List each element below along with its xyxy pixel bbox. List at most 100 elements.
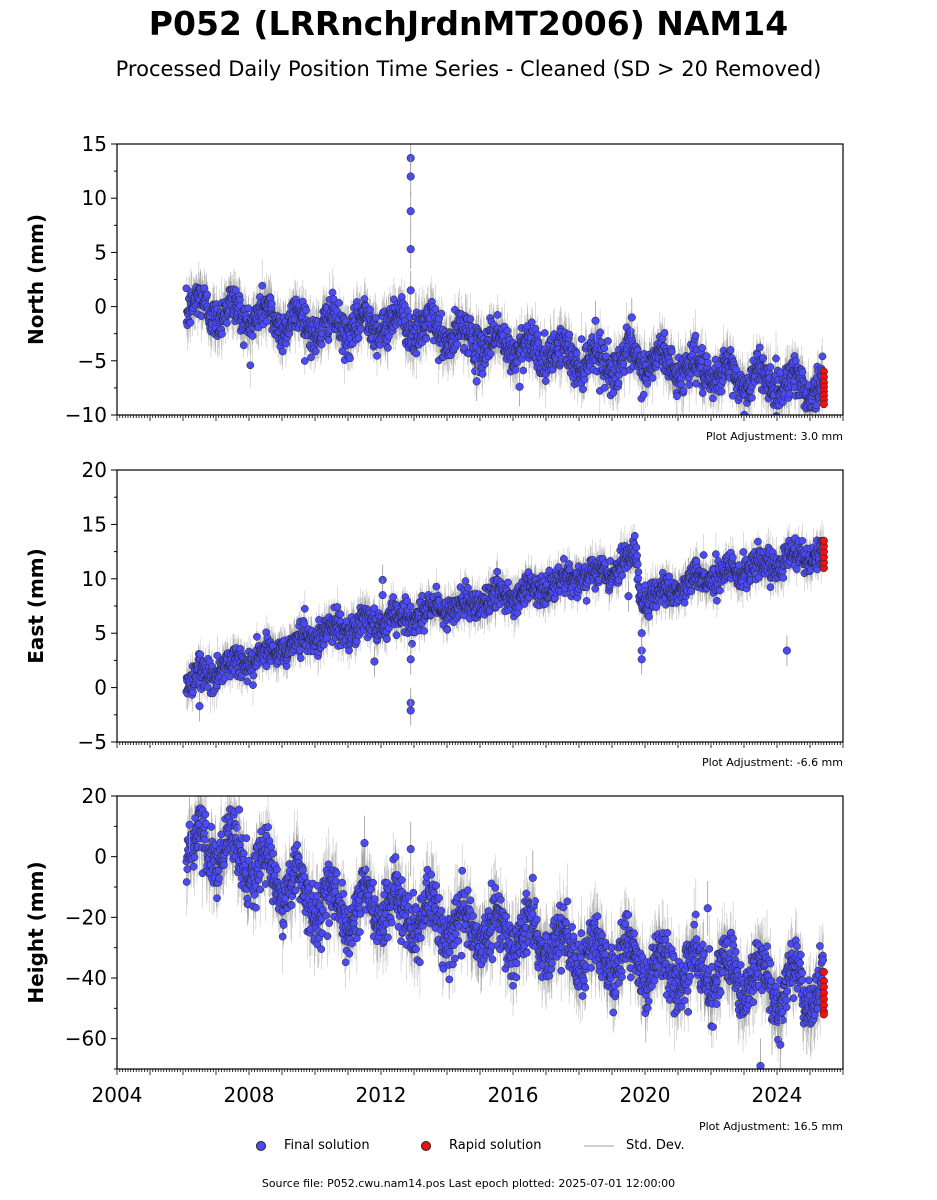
final-solution-points bbox=[182, 531, 828, 699]
y-tick-label: 0 bbox=[94, 676, 107, 700]
final-point bbox=[716, 586, 724, 595]
final-point bbox=[298, 866, 307, 875]
final-point bbox=[609, 388, 618, 397]
final-point bbox=[389, 593, 398, 601]
final-point bbox=[373, 351, 381, 360]
final-point bbox=[322, 911, 331, 920]
final-point bbox=[698, 344, 706, 352]
final-point bbox=[748, 393, 756, 402]
final-point bbox=[639, 390, 648, 399]
final-point bbox=[287, 901, 296, 910]
final-point bbox=[269, 849, 277, 858]
final-point bbox=[565, 330, 574, 339]
final-point bbox=[262, 317, 271, 326]
final-point bbox=[792, 565, 801, 574]
final-point bbox=[325, 919, 334, 927]
final-point bbox=[323, 932, 332, 941]
final-point bbox=[698, 389, 707, 397]
final-point bbox=[338, 878, 346, 887]
final-point bbox=[559, 554, 568, 563]
final-point bbox=[798, 536, 807, 545]
final-point bbox=[422, 334, 431, 343]
final-point bbox=[453, 340, 462, 349]
final-point bbox=[354, 334, 363, 343]
final-point bbox=[249, 681, 257, 689]
y-axis-label: East (mm) bbox=[24, 548, 48, 664]
final-point bbox=[633, 560, 642, 569]
outlier-point bbox=[627, 313, 636, 322]
outlier-point bbox=[591, 316, 600, 325]
final-point bbox=[329, 295, 338, 304]
final-point bbox=[600, 344, 609, 353]
final-point bbox=[196, 650, 205, 659]
final-point bbox=[213, 894, 221, 903]
final-point bbox=[614, 379, 623, 388]
final-point bbox=[732, 365, 740, 374]
final-point bbox=[665, 572, 673, 581]
final-point bbox=[685, 381, 694, 389]
outlier-point bbox=[406, 207, 415, 216]
final-point bbox=[338, 347, 347, 355]
final-point bbox=[258, 281, 267, 290]
final-point bbox=[679, 386, 688, 395]
final-point bbox=[307, 353, 315, 362]
final-point bbox=[466, 315, 475, 323]
final-point bbox=[279, 921, 288, 929]
final-point bbox=[712, 550, 720, 558]
final-point bbox=[370, 604, 379, 613]
outlier-point bbox=[406, 655, 415, 664]
final-point bbox=[317, 945, 326, 953]
final-point bbox=[256, 885, 265, 894]
final-point bbox=[461, 577, 470, 585]
final-point bbox=[267, 299, 276, 308]
final-point bbox=[217, 830, 226, 839]
final-point bbox=[582, 597, 591, 605]
final-point bbox=[232, 823, 241, 832]
final-point bbox=[231, 286, 240, 295]
outlier-point bbox=[195, 702, 204, 711]
final-point bbox=[692, 557, 701, 565]
final-point bbox=[408, 639, 416, 648]
rapid-point bbox=[819, 400, 828, 409]
final-point bbox=[220, 861, 228, 869]
final-point bbox=[709, 394, 717, 403]
chart-title: P052 (LRRnchJrdnMT2006) NAM14 bbox=[148, 4, 789, 43]
y-tick-label: −5 bbox=[78, 730, 107, 754]
final-point bbox=[302, 306, 310, 315]
final-point bbox=[541, 377, 550, 385]
final-point bbox=[493, 567, 502, 576]
final-point bbox=[200, 835, 209, 844]
final-point bbox=[244, 304, 253, 313]
final-point bbox=[248, 332, 257, 340]
final-point bbox=[779, 573, 788, 582]
final-point bbox=[634, 568, 643, 576]
final-point bbox=[519, 366, 528, 375]
final-point bbox=[341, 958, 350, 967]
final-point bbox=[812, 401, 821, 410]
final-point bbox=[385, 332, 393, 341]
final-point bbox=[420, 627, 429, 635]
final-point bbox=[331, 877, 340, 885]
final-point bbox=[186, 318, 195, 327]
final-point bbox=[345, 949, 354, 958]
final-point bbox=[504, 578, 512, 587]
final-point bbox=[660, 329, 669, 337]
final-point bbox=[703, 358, 712, 367]
final-point bbox=[300, 619, 308, 628]
final-point bbox=[300, 357, 309, 365]
final-point bbox=[565, 565, 574, 574]
final-point bbox=[739, 548, 748, 556]
outlier-point bbox=[406, 706, 415, 715]
final-point bbox=[397, 293, 406, 301]
final-point bbox=[432, 582, 441, 591]
data-area bbox=[182, 520, 828, 726]
y-tick-label: 10 bbox=[82, 567, 107, 591]
final-point bbox=[336, 610, 345, 618]
final-point bbox=[643, 379, 652, 388]
final-solution-points bbox=[182, 804, 828, 1044]
final-point bbox=[478, 370, 487, 378]
plot-adjustment-label: Plot Adjustment: 3.0 mm bbox=[706, 430, 843, 443]
final-point bbox=[600, 383, 609, 392]
final-point bbox=[580, 375, 589, 384]
outlier-point bbox=[406, 172, 415, 181]
